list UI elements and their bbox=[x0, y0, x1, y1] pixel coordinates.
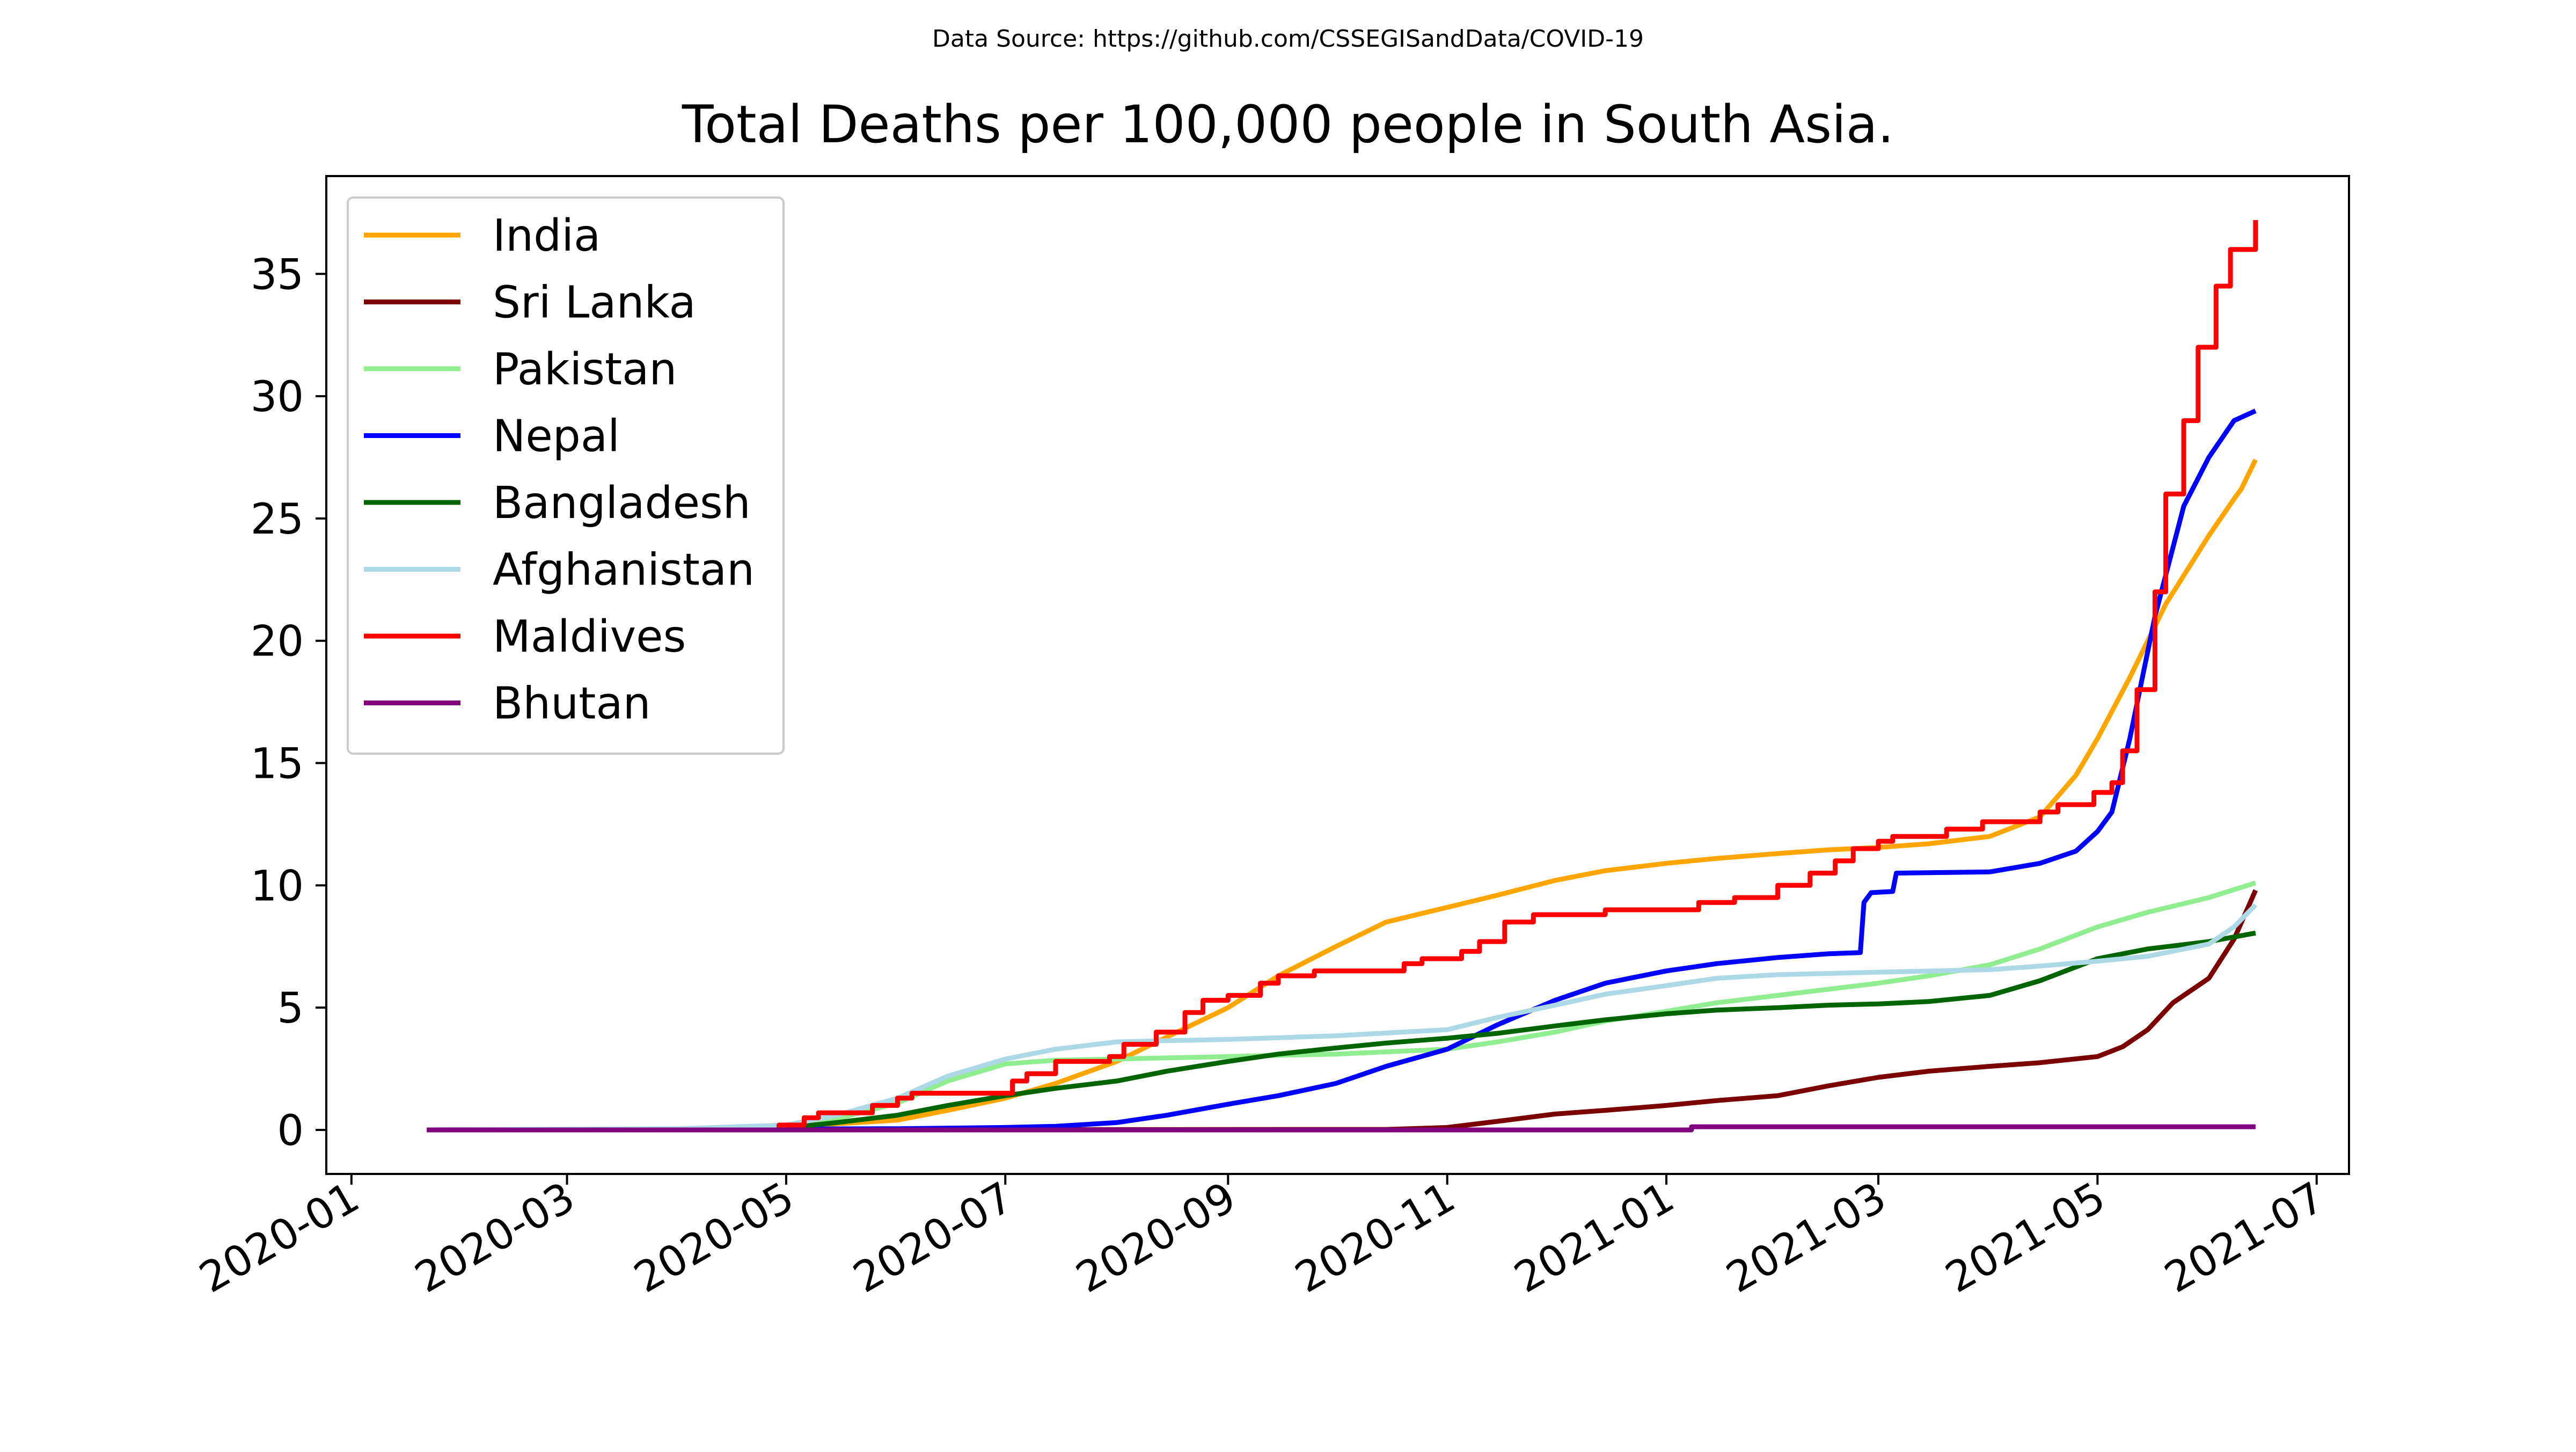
x-tick-label: 2020-09 bbox=[1069, 1173, 1244, 1303]
legend-label: Bhutan bbox=[493, 678, 651, 729]
x-tick-label: 2020-07 bbox=[846, 1173, 1021, 1303]
series-line-pakistan bbox=[427, 880, 2257, 1133]
x-tick-label: 2020-01 bbox=[192, 1173, 367, 1303]
x-tick-label: 2020-05 bbox=[626, 1173, 802, 1303]
x-tick-label: 2020-11 bbox=[1287, 1173, 1463, 1303]
y-tick-label: 5 bbox=[277, 984, 304, 1033]
data-source-note: Data Source: https://github.com/CSSEGISa… bbox=[932, 25, 1644, 53]
series-line-bangladesh bbox=[427, 930, 2256, 1133]
y-tick-label: 15 bbox=[251, 740, 304, 789]
y-tick-label: 10 bbox=[251, 862, 304, 910]
legend-label: Pakistan bbox=[493, 344, 677, 395]
x-tick-label: 2020-03 bbox=[407, 1173, 583, 1303]
chart-title: Total Deaths per 100,000 people in South… bbox=[682, 94, 1894, 155]
series-line-india bbox=[427, 458, 2258, 1133]
plot-area bbox=[427, 220, 2258, 1133]
legend: India Sri Lanka Pakistan Nepal Bangladesh Afg… bbox=[347, 196, 785, 755]
legend-label: Sri Lanka bbox=[493, 278, 696, 329]
y-tick-label: 25 bbox=[251, 495, 304, 544]
legend-box bbox=[347, 196, 785, 755]
legend-label: Afghanistan bbox=[493, 545, 755, 596]
axes-frame bbox=[325, 175, 2350, 1175]
y-tick-label: 20 bbox=[251, 618, 304, 666]
x-tick-label: 2021-07 bbox=[2157, 1173, 2332, 1303]
legend-label: Bangladesh bbox=[493, 478, 751, 529]
series-line-maldives bbox=[427, 220, 2258, 1133]
legend-label: Maldives bbox=[493, 611, 686, 662]
y-tick-label: 35 bbox=[251, 251, 304, 299]
x-tick-label: 2021-01 bbox=[1506, 1173, 1682, 1303]
x-tick-label: 2021-05 bbox=[1938, 1173, 2113, 1303]
legend-label: Nepal bbox=[493, 411, 620, 462]
y-tick-label: 0 bbox=[277, 1107, 304, 1155]
series-line-afghanistan bbox=[427, 903, 2258, 1133]
series-line-sri-lanka bbox=[427, 889, 2258, 1133]
y-tick-label: 30 bbox=[251, 373, 304, 421]
legend-label: India bbox=[493, 210, 601, 261]
series-line-bhutan bbox=[427, 1124, 2256, 1133]
x-tick-label: 2021-03 bbox=[1718, 1173, 1894, 1303]
